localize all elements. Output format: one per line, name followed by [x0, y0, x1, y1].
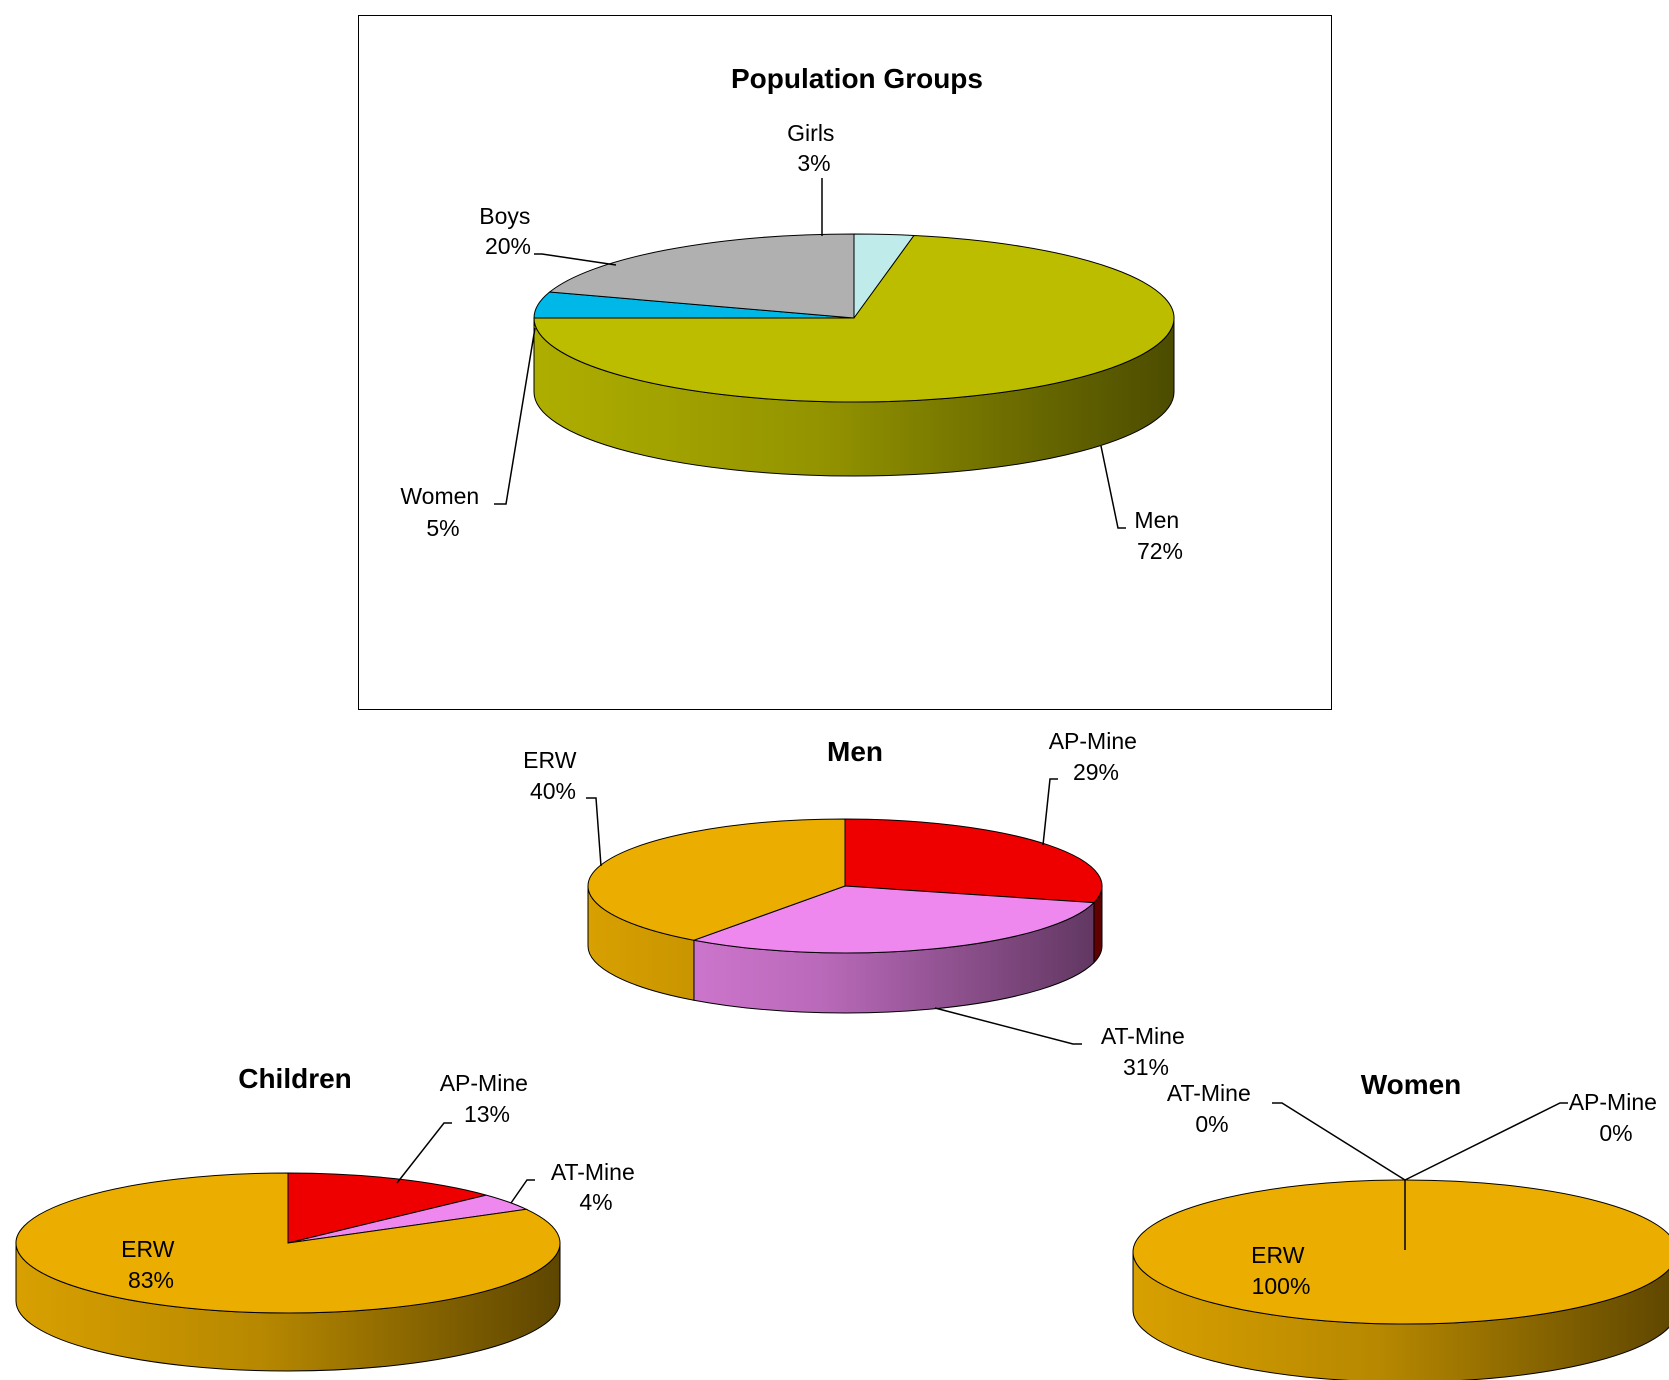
children-chart-title: Children — [238, 1063, 352, 1094]
leader-women-at-mine — [1272, 1102, 1406, 1181]
label-men-at-mine: AT-Mine 31% — [1101, 1023, 1191, 1080]
leader-boys — [534, 253, 617, 266]
label-women-erw: ERW 100% — [1251, 1242, 1311, 1299]
population-pie — [533, 233, 1175, 477]
pie-1-slice-1 — [692, 885, 1096, 954]
label-women: Women 5% — [400, 483, 485, 541]
leader-men-ap-mine — [1042, 778, 1058, 846]
label-children-erw: ERW 83% — [121, 1236, 181, 1293]
leader-women — [494, 327, 536, 505]
label-children-at-mine: AT-Mine 4% — [551, 1159, 641, 1215]
leader-children-at-mine — [510, 1179, 535, 1204]
label-men-ap-mine: AP-Mine 29% — [1049, 728, 1144, 785]
leader-women-ap-mine — [1404, 1102, 1568, 1181]
label-boys: Boys 20% — [479, 203, 537, 259]
women-pie — [1132, 1179, 1669, 1380]
men-chart-title: Men — [827, 736, 883, 767]
pie-2-slice-0 — [287, 1172, 487, 1244]
label-men: Men 72% — [1134, 507, 1185, 564]
leader-men — [1100, 445, 1126, 529]
pie-2-slice-2 — [15, 1172, 561, 1314]
pie-1-slice-0 — [844, 818, 1103, 904]
leader-children-ap-mine — [396, 1122, 452, 1184]
label-women-at-mine: AT-Mine 0% — [1167, 1080, 1257, 1137]
leader-lines — [396, 178, 1568, 1250]
children-pie — [15, 1172, 561, 1372]
pie-0-slice-3 — [548, 233, 855, 319]
label-women-ap-mine: AP-Mine 0% — [1569, 1089, 1664, 1146]
label-children-ap-mine: AP-Mine 13% — [440, 1070, 535, 1127]
leader-men-at-mine — [934, 1007, 1082, 1045]
pie-0-slice-1 — [533, 234, 1175, 403]
label-men-erw: ERW 40% — [523, 747, 583, 804]
women-chart-title: Women — [1361, 1069, 1462, 1100]
label-girls: Girls 3% — [787, 120, 841, 176]
population-chart-title: Population Groups — [731, 63, 983, 94]
leader-men-erw — [586, 797, 602, 867]
men-pie — [587, 818, 1103, 1014]
pie-3-slice-2 — [1132, 1179, 1669, 1325]
